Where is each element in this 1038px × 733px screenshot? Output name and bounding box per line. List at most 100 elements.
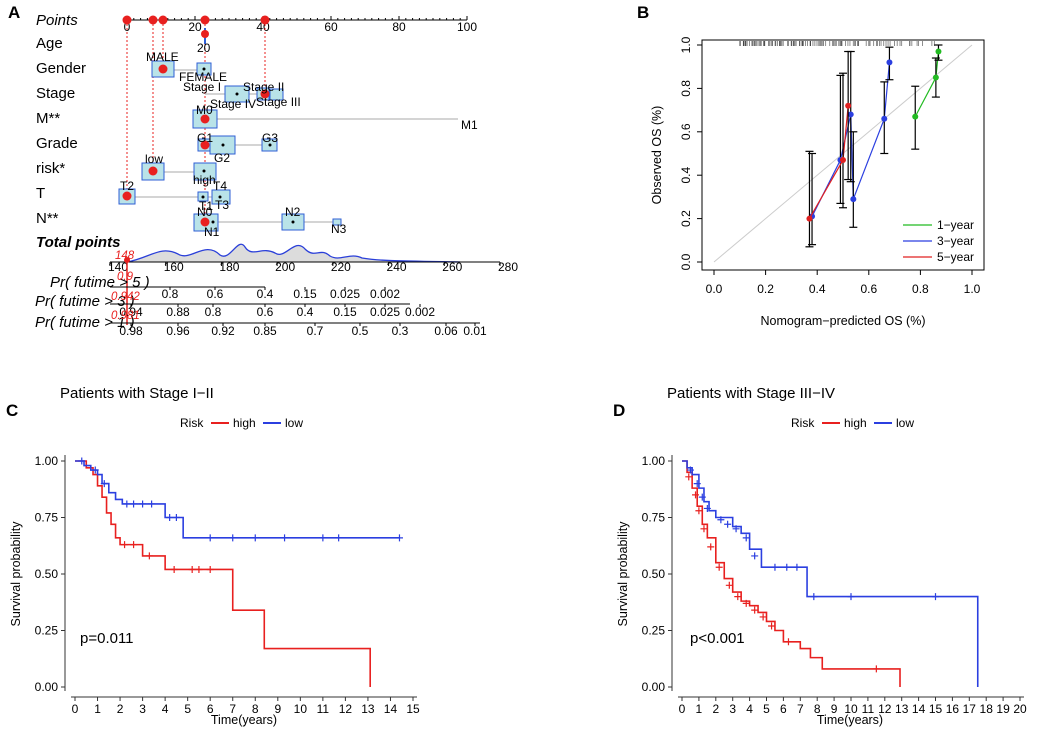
- km-censor-mark: [695, 507, 703, 515]
- km-x-tick-label: 18: [980, 702, 994, 716]
- total-value-label: 148: [115, 250, 135, 262]
- prob5-label: Pr( futime > 5 ): [50, 274, 150, 291]
- km-censor-mark: [188, 565, 196, 573]
- panel-b-label: B: [637, 3, 649, 22]
- km-censor-mark: [130, 500, 138, 508]
- row-risk: low high: [141, 152, 217, 187]
- prob-tick-label: 0.98: [119, 324, 143, 338]
- calibration-plot-frame: [701, 39, 985, 271]
- prob-tick-label: 0.6: [207, 287, 224, 301]
- grade-g2-label: G2: [214, 151, 230, 165]
- gender-point: [158, 64, 168, 74]
- t-point: [122, 191, 132, 201]
- points-tick-label: 60: [324, 20, 338, 34]
- total-tick-label: 140: [108, 260, 128, 274]
- calibration-legend: 1−year 3−year 5−year: [903, 218, 974, 264]
- stage-i-label: Stage I: [183, 80, 221, 94]
- prob-tick-label: 0.15: [293, 287, 317, 301]
- points-tick-label: 100: [457, 20, 477, 34]
- km-x-tick-label: 10: [844, 702, 858, 716]
- km-curve-high: [75, 460, 371, 687]
- panel-c: C Patients with Stage I−II Risk high low…: [6, 385, 420, 727]
- legend-label-5year: 5−year: [937, 250, 974, 264]
- km-x-tick-label: 8: [814, 702, 821, 716]
- km-x-tick-label: 12: [339, 702, 353, 716]
- stage-point: [260, 89, 270, 99]
- calibration-point: [886, 59, 893, 66]
- km-censor-mark: [932, 593, 939, 601]
- prob-tick-label: 0.8: [162, 287, 179, 301]
- km-y-tick-label: 0.75: [35, 511, 59, 525]
- km-x-tick-label: 8: [252, 702, 259, 716]
- km-y-tick-label: 0.00: [642, 680, 666, 694]
- total-points-density: [126, 243, 461, 263]
- km-x-tick-label: 5: [184, 702, 191, 716]
- km-c-pvalue: p=0.011: [80, 630, 134, 647]
- n-point: [200, 217, 210, 227]
- prob1-value: 0.981: [111, 310, 140, 322]
- calibration-point: [840, 157, 846, 164]
- km-censor-mark: [742, 599, 750, 607]
- total-points-ticks: 140 160 180 200 220 240 260 280: [108, 260, 518, 274]
- calibration-x-title: Nomogram−predicted OS (%): [761, 314, 926, 328]
- row-n: N0 N2 N1 N3: [193, 205, 347, 239]
- grade-g1-label: G1: [197, 131, 213, 145]
- prob-tick-label: 0.6: [257, 305, 274, 319]
- t-t1-label: T1: [199, 199, 213, 213]
- n-n3-label: N3: [331, 222, 347, 236]
- prob-tick-label: 0.4: [297, 305, 314, 319]
- km-censor-mark: [751, 552, 759, 560]
- calibration-point: [881, 115, 888, 122]
- total-points-label: Total points: [36, 234, 120, 251]
- points-tick-label: 80: [392, 20, 406, 34]
- km-censor-mark: [847, 593, 855, 601]
- stage-dot: [235, 92, 239, 96]
- km-x-tick-label: 14: [384, 702, 398, 716]
- calibration-x-tick-label: 0.2: [757, 282, 774, 296]
- km-x-tick-label: 0: [72, 702, 79, 716]
- m0-label: M0: [196, 103, 213, 117]
- km-censor-mark: [783, 563, 791, 571]
- panel-c-label: C: [6, 401, 18, 420]
- km-censor-mark: [335, 534, 343, 542]
- legend-label-3year: 3−year: [937, 234, 974, 248]
- km-x-tick-label: 3: [139, 702, 146, 716]
- n-n2-label: N2: [285, 205, 301, 219]
- calibration-y-tick-label: 0.2: [679, 210, 693, 227]
- km-censor-mark: [395, 534, 403, 542]
- km-x-tick-label: 3: [729, 702, 736, 716]
- calibration-series-line: [811, 62, 891, 217]
- km-censor-mark: [78, 457, 86, 465]
- km-censor-mark: [100, 480, 108, 488]
- var-label-grade: Grade: [36, 135, 78, 152]
- calibration-x-tick-label: 1.0: [964, 282, 981, 296]
- km-censor-mark: [724, 520, 732, 528]
- km-c-legend-high: high: [233, 416, 256, 430]
- calibration-point: [845, 102, 852, 109]
- grade-point: [200, 140, 210, 150]
- km-x-tick-label: 15: [929, 702, 943, 716]
- km-d-legend-low: low: [896, 416, 914, 430]
- km-x-tick-label: 6: [780, 702, 787, 716]
- prob3-ticks: 0.94 0.88 0.8 0.6 0.4 0.15 0.025 0.002: [119, 304, 435, 319]
- calibration-y-tick-label: 0.0: [679, 253, 693, 270]
- km-censor-mark: [793, 563, 801, 571]
- prob-tick-label: 0.4: [257, 287, 274, 301]
- calibration-point: [932, 74, 939, 81]
- calibration-point: [850, 196, 857, 203]
- risk-high-label: high: [193, 173, 216, 187]
- km-censor-mark: [319, 534, 327, 542]
- points-tick-label: 20: [188, 20, 202, 34]
- prob3-value: 0.942: [111, 291, 140, 303]
- total-tick-label: 280: [498, 260, 518, 274]
- prob-tick-label: 0.7: [307, 324, 324, 338]
- panel-d-label: D: [613, 401, 625, 420]
- calibration-y-tick-label: 0.6: [679, 123, 693, 140]
- calibration-x-tick-label: 0.4: [809, 282, 826, 296]
- calibration-point: [847, 111, 854, 118]
- km-x-tick-label: 11: [862, 702, 875, 716]
- km-censor-mark: [206, 565, 214, 573]
- row-grade: G1 G2 G3: [197, 131, 278, 165]
- km-censor-mark: [139, 500, 147, 508]
